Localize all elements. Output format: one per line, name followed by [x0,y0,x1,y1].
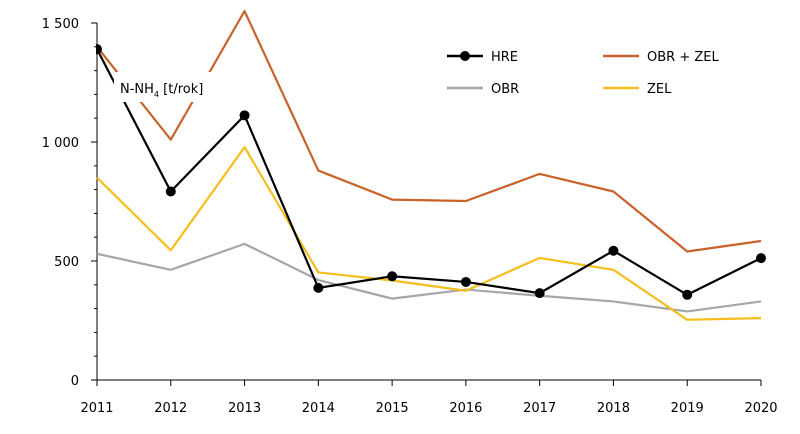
legend-label: HRE [491,50,518,65]
data-point [682,289,693,300]
legend-marker [460,51,470,61]
axis-title-group: N-NH4 [t/rok] [114,72,216,102]
data-point [165,186,176,197]
legend-label: ZEL [647,82,672,97]
data-point [96,44,102,55]
series-line-obr [96,242,762,313]
x-tick-label: 2014 [302,401,335,416]
data-point [608,245,619,256]
x-tick-label: 2013 [228,401,261,416]
data-point [756,253,766,264]
y-tick-label: 0 [71,374,79,389]
data-point [534,288,545,299]
x-tick-label: 2015 [376,401,409,416]
x-tick-label: 2019 [671,401,704,416]
data-point [460,276,471,287]
y-tick-label: 1 500 [42,17,79,32]
x-tick-label: 2018 [597,401,630,416]
y-tick-label: 1 000 [42,136,79,151]
x-tick-label: 2012 [154,401,187,416]
legend: HRE OBR + ZEL OBR ZEL [447,50,719,97]
series-line-hre [96,48,762,296]
y-tick-label: 500 [54,255,79,270]
data-point [387,271,398,282]
x-tick-label: 2011 [80,401,113,416]
series-line-zel [96,146,762,321]
axis-title-background [114,72,216,102]
x-tick-label: 2020 [744,401,777,416]
data-point [313,282,324,293]
axes: 0 500 1 000 1 500 2011 2012 2013 2014 2015 2016 20… [42,17,778,416]
x-tick-label: 2017 [523,401,556,416]
legend-label: OBR [491,82,519,97]
legend-label: OBR + ZEL [647,50,719,65]
x-tick-label: 2016 [449,401,482,416]
y-axis-title: N-NH4 [t/rok] [120,82,203,99]
data-point [239,110,250,121]
